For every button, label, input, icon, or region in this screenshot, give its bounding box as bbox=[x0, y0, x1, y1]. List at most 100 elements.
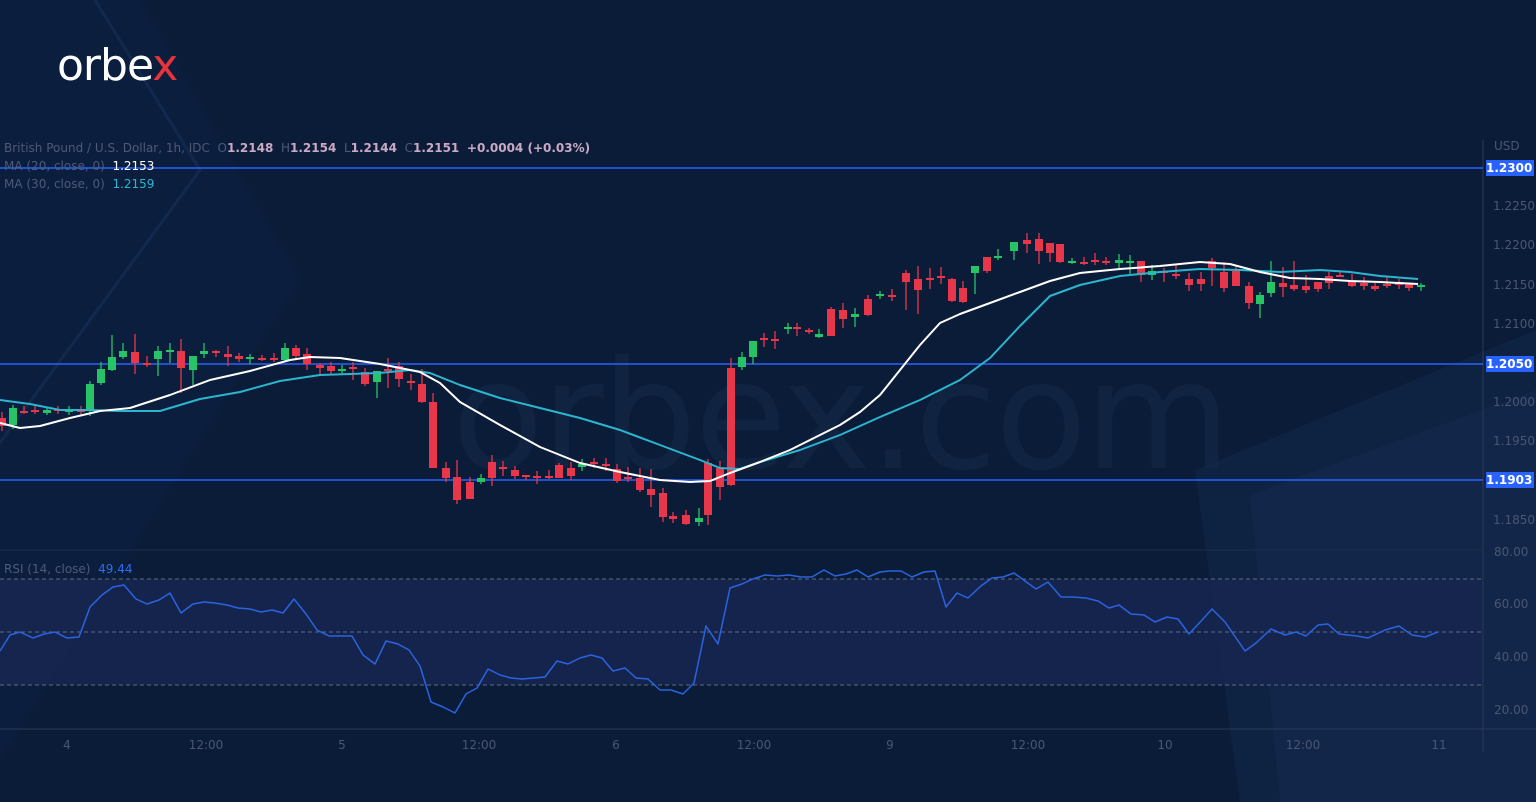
rsi-tick-label: 20.00 bbox=[1494, 703, 1529, 717]
rsi-legend: RSI (14, close) 49.44 bbox=[4, 562, 133, 576]
bear-candle bbox=[395, 366, 403, 379]
time-tick-label: 12:00 bbox=[461, 738, 497, 752]
bear-candle bbox=[1302, 286, 1310, 290]
logo-accent-x: x bbox=[152, 40, 178, 91]
bull-candle bbox=[200, 351, 208, 354]
bear-candle bbox=[361, 372, 369, 384]
bear-candle bbox=[839, 310, 847, 319]
bear-candle bbox=[488, 462, 496, 478]
bear-candle bbox=[545, 476, 553, 478]
ma20-value: 1.2153 bbox=[112, 159, 155, 173]
time-tick-label: 5 bbox=[338, 738, 346, 752]
bull-candle bbox=[1068, 261, 1076, 263]
bear-candle bbox=[771, 339, 779, 341]
bear-candle bbox=[31, 410, 39, 412]
time-tick-label: 12:00 bbox=[736, 738, 772, 752]
symbol-name: British Pound / U.S. Dollar, 1h, IDC bbox=[4, 141, 210, 155]
bear-candle bbox=[407, 381, 415, 383]
bull-candle bbox=[578, 464, 586, 467]
rsi-tick-label: 40.00 bbox=[1494, 650, 1529, 664]
bull-candle bbox=[695, 518, 703, 522]
ma30-value: 1.2159 bbox=[112, 177, 155, 191]
price-tick-label: 1.2250 bbox=[1493, 199, 1535, 213]
bull-candle bbox=[43, 410, 51, 413]
ma20-legend: MA (20, close, 0) 1.2153 bbox=[4, 159, 155, 173]
bull-candle bbox=[108, 357, 116, 370]
close-value: 1.2151 bbox=[412, 141, 460, 155]
low-value: 1.2144 bbox=[350, 141, 397, 155]
bull-candle bbox=[86, 384, 94, 411]
change-value: +0.0004 (+0.03%) bbox=[466, 141, 591, 155]
price-tick-label: 1.2200 bbox=[1493, 238, 1535, 252]
bear-candle bbox=[1197, 279, 1205, 284]
time-tick-label: 10 bbox=[1157, 738, 1173, 752]
bear-candle bbox=[429, 402, 437, 468]
bear-candle bbox=[959, 288, 967, 302]
bull-candle bbox=[281, 348, 289, 360]
bear-candle bbox=[704, 463, 712, 515]
bear-candle bbox=[303, 354, 311, 364]
bear-candle bbox=[511, 470, 519, 476]
bear-candle bbox=[1360, 283, 1368, 286]
bear-candle bbox=[1220, 272, 1228, 288]
price-level-tag: 1.2300 bbox=[1486, 160, 1534, 176]
price-level-tag: 1.1903 bbox=[1486, 472, 1534, 488]
high-value: 1.2154 bbox=[289, 141, 337, 155]
bear-candle bbox=[793, 327, 801, 329]
bear-candle bbox=[1185, 279, 1193, 285]
bear-candle bbox=[316, 365, 324, 368]
bear-candle bbox=[902, 273, 910, 282]
bear-candle bbox=[1056, 244, 1064, 262]
bull-candle bbox=[154, 351, 162, 359]
bear-candle bbox=[647, 489, 655, 495]
ma20-line bbox=[0, 261, 1419, 483]
bear-candle bbox=[1371, 286, 1379, 289]
bear-candle bbox=[682, 515, 690, 524]
bear-candle bbox=[522, 475, 530, 477]
bear-candle bbox=[0, 418, 6, 426]
bear-candle bbox=[1023, 240, 1031, 244]
bull-candle bbox=[1126, 261, 1134, 263]
bear-candle bbox=[1080, 262, 1088, 264]
bear-candle bbox=[1279, 283, 1287, 287]
bull-candle bbox=[477, 478, 485, 482]
bull-candle bbox=[1010, 242, 1018, 251]
bear-candle bbox=[1348, 281, 1356, 286]
bear-candle bbox=[760, 338, 768, 340]
bull-candle bbox=[166, 350, 174, 352]
symbol-legend: British Pound / U.S. Dollar, 1h, IDC O1.… bbox=[4, 141, 591, 155]
bull-candle bbox=[373, 371, 381, 382]
bear-candle bbox=[1383, 284, 1391, 286]
bull-candle bbox=[749, 341, 757, 357]
rsi-value: 49.44 bbox=[98, 562, 133, 576]
bear-candle bbox=[270, 358, 278, 360]
bear-candle bbox=[1102, 261, 1110, 263]
bear-candle bbox=[258, 358, 266, 360]
bear-candle bbox=[1208, 261, 1216, 268]
bear-candle bbox=[983, 257, 991, 271]
bear-candle bbox=[131, 352, 139, 363]
bull-candle bbox=[189, 356, 197, 370]
time-tick-label: 9 bbox=[886, 738, 894, 752]
bull-candle bbox=[815, 334, 823, 337]
bear-candle bbox=[1091, 260, 1099, 262]
time-tick-label: 12:00 bbox=[1010, 738, 1046, 752]
bear-candle bbox=[1172, 274, 1180, 276]
bear-candle bbox=[235, 356, 243, 359]
bear-candle bbox=[177, 351, 185, 368]
bear-candle bbox=[212, 351, 220, 353]
bear-candle bbox=[926, 278, 934, 280]
ma30-line bbox=[0, 268, 1419, 470]
bear-candle bbox=[143, 363, 151, 365]
bear-candle bbox=[636, 478, 644, 490]
bear-candle bbox=[613, 469, 621, 481]
watermark: orbex.com bbox=[452, 330, 1231, 504]
bull-candle bbox=[9, 408, 17, 425]
bear-candle bbox=[20, 411, 28, 413]
bull-candle bbox=[97, 369, 105, 383]
rsi-tick-label: 80.00 bbox=[1494, 545, 1529, 559]
price-level-tag: 1.2050 bbox=[1486, 356, 1534, 372]
ma30-legend: MA (30, close, 0) 1.2159 bbox=[4, 177, 155, 191]
bear-candle bbox=[727, 368, 735, 485]
